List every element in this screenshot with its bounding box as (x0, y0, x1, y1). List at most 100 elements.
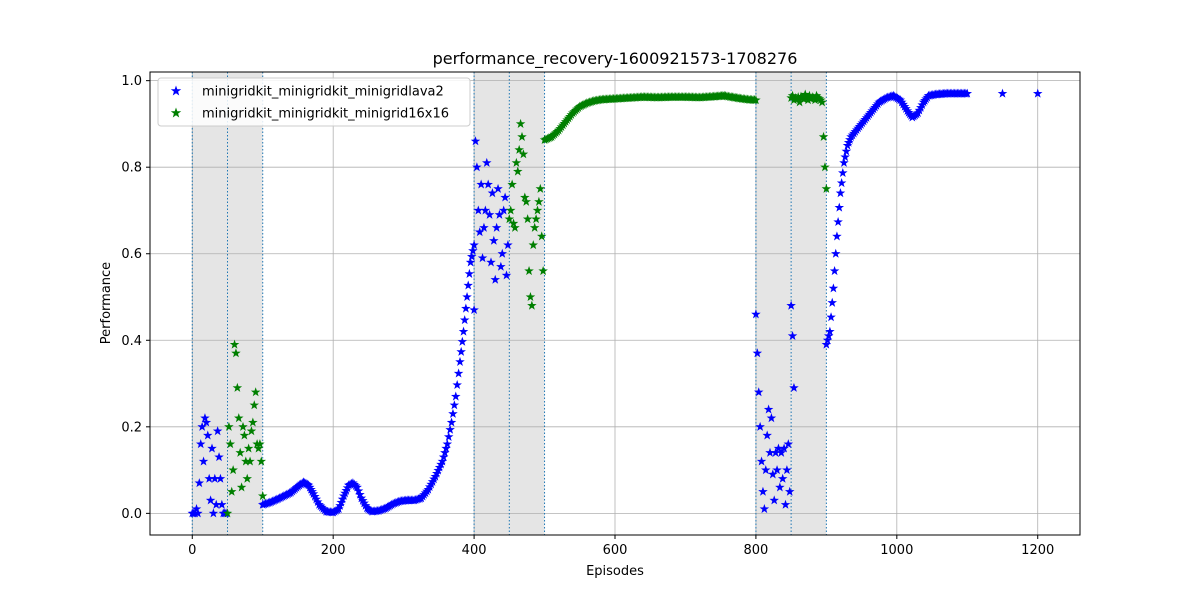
data-point (751, 95, 761, 105)
data-point (198, 456, 209, 466)
data-point (243, 443, 254, 453)
x-tick-label: 1000 (880, 543, 913, 558)
y-axis-title: Performance (99, 262, 114, 344)
data-point (461, 303, 471, 313)
data-point (239, 430, 250, 440)
data-point (756, 456, 767, 466)
data-point (208, 508, 219, 518)
data-point (810, 95, 820, 105)
data-point (201, 417, 212, 427)
data-point (245, 456, 255, 466)
data-point (315, 501, 326, 511)
shaded-region (791, 72, 827, 535)
series-2 (222, 89, 832, 518)
data-point (238, 421, 248, 431)
y-tick-label: 1.0 (121, 74, 142, 89)
data-point (459, 315, 470, 325)
data-point (197, 421, 207, 431)
data-point (249, 400, 260, 410)
data-point (811, 90, 822, 100)
data-point (229, 339, 240, 349)
data-point (217, 499, 227, 509)
data-point (222, 508, 233, 518)
data-point (822, 335, 833, 345)
data-point (446, 417, 457, 427)
data-point (442, 439, 453, 449)
y-tick-label: 0.6 (121, 247, 142, 262)
data-point (534, 196, 544, 206)
data-point (355, 489, 365, 499)
data-point (253, 443, 264, 453)
data-point (438, 452, 449, 462)
data-point (759, 504, 770, 514)
data-point (758, 486, 768, 496)
data-point (194, 478, 205, 488)
data-point (841, 146, 852, 156)
data-point (772, 465, 782, 475)
data-point (762, 430, 772, 440)
data-point (191, 504, 202, 514)
data-point (308, 488, 319, 498)
y-tick-label: 0.4 (121, 334, 142, 349)
data-point (224, 421, 234, 431)
x-tick-label: 1200 (1021, 543, 1054, 558)
y-tick-label: 0.2 (121, 420, 142, 435)
data-point (839, 157, 849, 167)
data-point (472, 162, 482, 172)
data-point (532, 205, 543, 215)
data-point (780, 499, 791, 509)
data-point (836, 178, 847, 188)
data-point (501, 270, 512, 280)
data-point (479, 222, 489, 232)
data-point (452, 379, 462, 390)
data-point (817, 97, 827, 107)
x-axis-title: Episodes (586, 564, 644, 579)
data-point (456, 346, 466, 356)
data-point (469, 304, 479, 315)
data-point (462, 292, 472, 302)
data-point (504, 214, 515, 224)
x-tick-label: 0 (188, 543, 196, 558)
data-point (962, 88, 973, 98)
shaded-region (227, 72, 263, 535)
data-point (453, 368, 464, 378)
data-point (349, 479, 360, 489)
data-point (832, 231, 842, 241)
data-point (840, 152, 850, 162)
data-point (765, 447, 775, 457)
data-point (310, 491, 320, 501)
data-point (829, 266, 840, 276)
data-point (777, 473, 788, 483)
data-point (895, 95, 906, 105)
data-point (803, 95, 813, 105)
data-point (787, 330, 798, 340)
data-point (311, 494, 322, 504)
data-point (768, 469, 778, 479)
data-point (449, 400, 460, 410)
data-point (536, 231, 547, 241)
data-point (797, 92, 808, 103)
data-point (818, 131, 829, 141)
data-point (755, 421, 765, 431)
data-point (241, 456, 251, 466)
data-point (517, 131, 527, 141)
data-point (515, 118, 526, 128)
data-point (491, 222, 502, 232)
data-point (207, 443, 217, 453)
x-tick-label: 600 (603, 543, 628, 558)
legend-box (157, 77, 471, 127)
data-point (473, 205, 484, 215)
data-point (465, 257, 476, 267)
data-point (484, 209, 495, 219)
data-point (524, 266, 534, 276)
data-point (476, 179, 486, 189)
data-point (314, 499, 324, 509)
data-point (246, 426, 257, 436)
shaded-region (509, 72, 545, 535)
data-point (256, 456, 267, 466)
data-point (531, 214, 541, 224)
legend-marker-2 (170, 107, 182, 118)
data-point (303, 480, 314, 490)
data-point (352, 482, 362, 492)
data-point (228, 465, 238, 475)
